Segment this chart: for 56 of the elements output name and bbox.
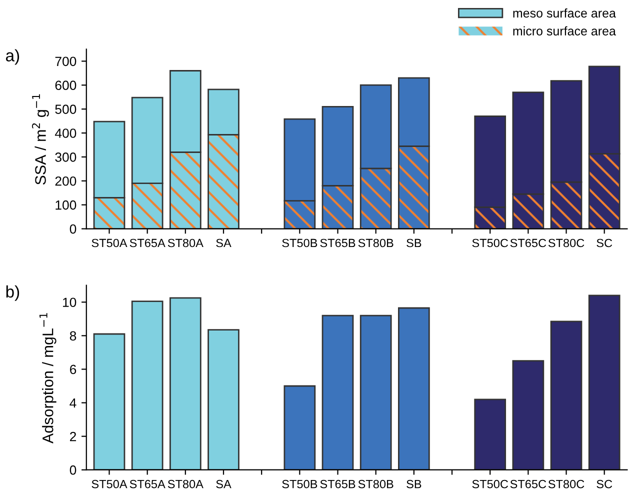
x-tick-label: ST50B xyxy=(282,480,318,488)
x-tick-label: ST65C xyxy=(510,480,546,488)
x-tick-label: ST80A xyxy=(168,238,204,248)
y-tick-label: 4 xyxy=(70,398,76,408)
x-tick-label: SA xyxy=(216,238,232,248)
bar xyxy=(360,314,392,470)
x-tick-label: ST80A xyxy=(168,480,204,488)
x-tick-label: ST50A xyxy=(92,480,128,488)
x-tick-label: SB xyxy=(406,480,422,488)
y-tick-label: 6 xyxy=(70,364,76,374)
y-tick-label: 100 xyxy=(56,200,76,210)
bar xyxy=(131,300,164,470)
y-tick-label: 400 xyxy=(54,128,76,138)
bar xyxy=(474,398,506,470)
x-tick-label: ST50C xyxy=(472,480,508,488)
y-tick-label: 10 xyxy=(63,298,76,308)
legend-label: micro surface area xyxy=(513,26,616,36)
bar xyxy=(322,314,354,470)
bar xyxy=(284,385,316,470)
x-tick-label: ST80B xyxy=(358,238,394,248)
x-tick-label: ST65C xyxy=(510,238,546,248)
x-tick-label: SC xyxy=(596,480,612,488)
x-tick-label: ST65A xyxy=(130,480,166,488)
y-tick-label: 300 xyxy=(55,152,76,162)
chart-title: b) xyxy=(6,285,20,301)
bar xyxy=(588,294,620,470)
x-tick-label: SB xyxy=(406,238,422,248)
y-tick-label: 600 xyxy=(55,80,76,90)
bar xyxy=(93,333,126,470)
x-tick-label: ST65B xyxy=(320,238,356,248)
y-tick-label: 0 xyxy=(70,224,76,234)
x-tick-label: ST65B xyxy=(320,480,356,488)
y-tick-label: 500 xyxy=(55,104,76,114)
x-tick-label: SC xyxy=(596,238,612,248)
x-tick-label: ST50B xyxy=(282,238,318,248)
x-tick-label: ST50C xyxy=(472,238,508,248)
y-axis-title: SSA / m$^{2}$ g$^{−1}$ xyxy=(32,94,49,185)
y-tick-label: 8 xyxy=(70,331,76,341)
y-axis-title: Adsorption / mgL$^{−1}$ xyxy=(39,313,56,444)
bar xyxy=(398,307,430,470)
bar xyxy=(169,297,202,470)
y-tick-label: 0 xyxy=(70,465,76,475)
y-tick-label: 2 xyxy=(70,432,76,442)
legend-label: meso surface area xyxy=(513,8,616,18)
x-tick-label: SA xyxy=(216,480,232,488)
y-tick-label: 200 xyxy=(55,176,76,186)
bar xyxy=(550,320,582,470)
bar xyxy=(512,360,544,470)
y-tick-label: 700 xyxy=(55,56,76,66)
x-tick-label: ST80B xyxy=(358,480,394,488)
bar xyxy=(208,329,240,470)
x-tick-label: ST80C xyxy=(548,238,584,248)
x-tick-label: ST65A xyxy=(130,238,166,248)
chart-title: a) xyxy=(6,49,20,65)
x-tick-label: ST50A xyxy=(92,238,128,248)
x-tick-label: ST80C xyxy=(548,480,584,488)
